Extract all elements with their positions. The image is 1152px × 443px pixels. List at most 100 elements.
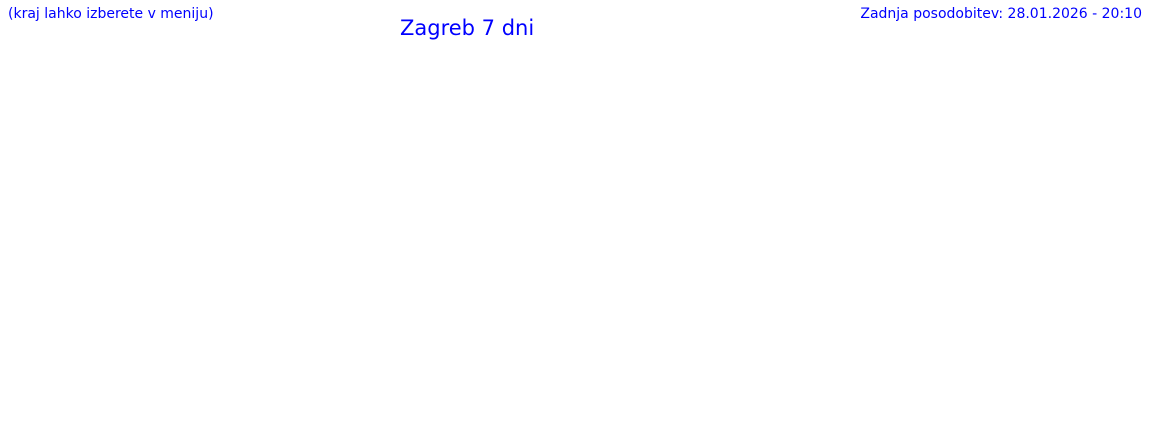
rain-streak [348,125,352,133]
sun-ray [915,102,920,107]
sun-ray [762,98,767,103]
sun-ray [171,102,176,107]
day-name: petek [450,54,496,73]
rain-streak [344,125,348,133]
wind-barb-feather [1044,161,1049,166]
hour-tick-label: 12 [738,361,758,380]
wind-barb-icon [1015,149,1027,170]
wind-barb-icon [366,139,386,156]
cloud-shape [821,104,854,124]
wind-barb-feather [776,139,781,144]
temperature-label: 8 [1028,245,1038,264]
sun-ray [175,117,179,122]
wind-calm-icon [605,148,616,158]
cloud-shape [579,104,612,124]
wind-barb-icon [677,136,691,157]
cloud-shape [509,105,542,125]
temperature-series: 3 10 6 8 4 7 3 6 3 5 1 4 1 8 5 [122,212,1094,331]
sun-ray [896,113,901,118]
day-name: torek [1004,54,1046,73]
cloud-shape [1054,102,1087,122]
menu-hint: (kraj lahko izberete v meniju) [8,6,214,22]
sun-ray [758,102,763,107]
day-date: 01.02 [726,74,772,93]
cloud-height-axis-title: Višina oblakov (km) [1129,175,1150,352]
precip-bar [1045,356,1050,359]
day-abbr-tick: pet [390,361,416,380]
day-abbr-tick: sob [527,361,555,380]
daylight-band [163,97,227,359]
sun-ray [343,113,349,118]
cloud-density-patch [506,234,542,247]
moon-shape [129,99,153,124]
cloud-density-scale-label: 10 [940,404,958,420]
rain-streak [287,125,291,133]
temp-tick-label: -0 [49,313,65,332]
temp-tick-label: 10 [47,200,67,219]
cloud-shape [406,104,440,124]
rain-streak [252,125,256,133]
cloud-icon [467,102,509,124]
wind-calm-icon [502,148,512,158]
cloud-height-tick-label: 1.5 [1100,313,1125,332]
wind-barb-shaft [745,141,763,156]
sun-ray [624,117,628,122]
cloud-height-tick-label: 3.5 [1100,275,1125,294]
sun-cloud-icon [606,97,645,126]
cloud-density-scale-label: 75 [1027,404,1045,420]
wind-calm-icon [623,148,633,158]
wind-calm-icon [571,148,581,158]
wind-calm-icon [156,148,167,158]
cloud-shape [1019,102,1052,122]
cloud-shape [994,104,1027,124]
wind-barb-feather [741,139,746,144]
temperature-label: 4 [430,283,440,302]
temperature-label: 6 [616,259,626,278]
temperature-label: 4 [888,284,898,303]
sun-ray [773,98,778,103]
sun-ray [190,102,195,107]
moon-shape [785,99,809,124]
cloud-shape [397,102,431,122]
precip-axis-title: Padavine (mm/h) [86,187,107,341]
precip-tick-label: 3 [111,238,121,257]
cloud-icon [846,102,889,124]
sun-disc [312,101,330,119]
wind-calm-icon [1002,148,1013,158]
cloud-density-patch [213,246,294,322]
wind-calm-icon [312,148,322,158]
precip-bar [222,315,227,359]
daylight-bands [163,97,1056,359]
sun-disc [899,101,917,119]
legend-showers-swatch [275,389,307,400]
wind-barb-icon [900,151,922,163]
precip-bar [286,320,291,359]
cloud-shape [157,106,190,126]
credit-link[interactable]: © vreme.us & vreme.pro [580,389,755,405]
cloud-icon [916,102,958,124]
daylight-band [301,97,365,359]
legend-showers-label: Showers [318,387,382,405]
day-date: 03.02 [1002,74,1048,93]
cloud-density-swatch [1007,384,1036,398]
wind-calm-icon [847,148,857,158]
cloud-density-patch [184,261,231,320]
wind-barb-icon [642,137,658,156]
sun-ray [359,117,363,122]
cloud-density-patch [293,329,381,352]
wind-barb-shaft [815,137,827,156]
cloud-shape [683,104,716,124]
precip-bar [1051,351,1056,359]
wind-calm-icon [467,148,478,158]
sun-ray [348,117,352,122]
cloud-icon [950,102,992,124]
rain-streak [283,125,287,133]
sun-ray [758,113,763,118]
cloud-density-patch [386,234,456,280]
day-date: 28.01 [173,74,219,93]
wind-barb-shaft [322,139,337,156]
hour-tick-label: 12 [600,361,620,380]
wind-barb-shaft [245,139,260,156]
sun-ray [777,102,782,107]
sun-ray [742,102,748,107]
